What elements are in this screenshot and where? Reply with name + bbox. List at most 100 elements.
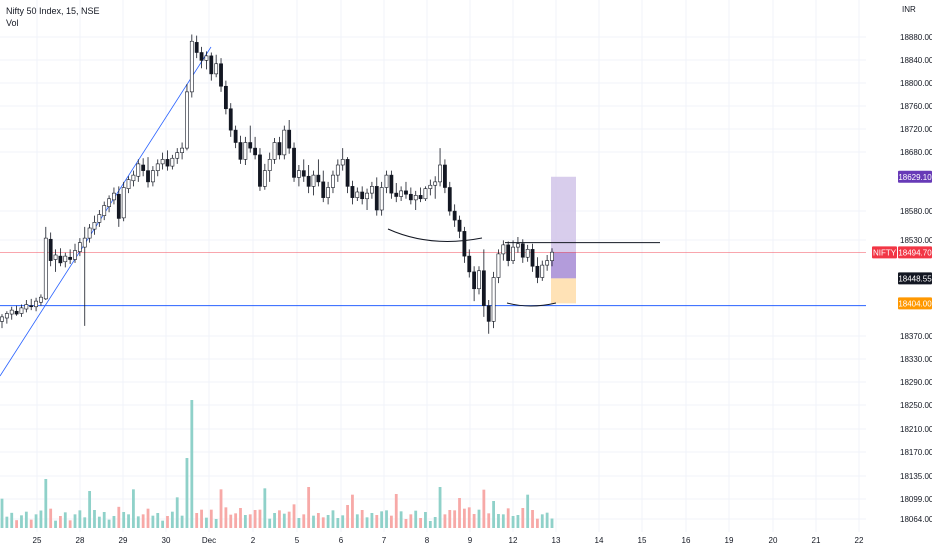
candle-body [228,108,233,131]
candle-body [204,55,209,61]
candle-body [87,227,92,239]
candle-body [545,260,550,266]
candle-body [175,152,180,159]
candle [58,248,63,267]
candle [350,180,355,205]
price-tick-label: 18800.00 [900,79,932,88]
candle-body [520,243,525,258]
price-label-cursor: 18448.55 [898,272,932,285]
candle [477,266,481,295]
candle [452,204,457,227]
volume-bar [146,508,150,528]
candle-body [253,147,257,156]
candle-body [525,249,530,258]
time-tick-label: 19 [725,536,734,545]
candle-body [292,147,296,178]
volume-bar [550,518,554,528]
candle [92,215,97,235]
volume-bar [175,497,179,528]
candle [331,170,335,194]
volume-bar [273,513,276,528]
price-tick-label: 18580.00 [900,207,932,216]
candle [443,159,447,194]
candle-body [282,129,287,156]
candles [0,34,554,334]
candle [360,186,365,205]
price-tick-label: 18330.00 [900,355,932,364]
candle-body [438,164,442,183]
candle [321,170,326,203]
horizontal-levels [0,242,866,307]
candle-body [150,170,155,183]
candle-body [408,193,413,201]
volume-bar [375,515,379,528]
candle-body [496,253,501,278]
time-tick-label: 29 [119,536,128,545]
candle [170,154,175,170]
candle-body [297,170,301,178]
time-axis: 25 28 29 30 Dec 2 5 6 7 8 9 12 13 14 15 16 19 20 21 22 [33,536,864,545]
candle-body [160,159,165,165]
candle [19,304,24,317]
volume-bar [414,510,418,528]
volume-bar [10,512,14,528]
candle [131,170,136,187]
volume-bar [20,515,23,528]
symbol-title[interactable]: Nifty 50 Index, 15, NSE [6,6,100,16]
volume-bar [170,511,174,528]
time-tick-label: 13 [552,536,561,545]
candle-body [404,190,408,195]
time-tick-label: Dec [202,536,216,545]
price-tick-label: 18064.00 [900,515,932,524]
volume-legend[interactable]: Vol [6,18,19,28]
grid [0,0,866,532]
candle [248,125,253,153]
candle [141,158,146,177]
candle-body [287,129,292,149]
volume-bar [433,517,437,528]
volume-bar [321,517,325,528]
volume-bar [151,515,155,528]
candle-body [389,174,394,194]
candle [374,177,379,216]
price-tick-label: 18370.00 [900,332,932,341]
candle [189,34,194,98]
volume-bar [409,514,413,528]
candle [345,157,350,194]
volume-bar [462,508,466,528]
volume-bar [424,512,427,528]
candle-body [413,195,418,201]
candle-body [146,170,150,183]
candle [535,257,540,284]
volume-bar [370,513,374,528]
time-tick-label: 6 [339,536,344,545]
chart-header: Nifty 50 Index, 15, NSE Vol [6,5,100,29]
candle [34,297,38,312]
candle-body [462,231,467,257]
candle-body [258,154,262,187]
candle [82,226,87,326]
volume-bar [39,510,43,528]
candle-body [77,242,82,252]
candle-body [360,191,365,200]
candle-body [345,159,350,187]
candle [136,159,141,182]
candle-body [321,181,326,198]
candle-body [121,187,126,219]
candle [199,46,204,69]
candle [116,186,121,227]
volume-bar [161,520,165,528]
candle-body [136,163,141,177]
candle-body [189,40,194,93]
candle-body [24,304,29,310]
volume-bar [443,514,447,528]
price-tick-label: 18530.00 [900,236,932,245]
candle [365,188,369,210]
candle-body [516,243,520,248]
candle [155,159,160,177]
price-label-target: 18629.10 [898,170,932,183]
volume-bar [141,514,145,528]
volume-bar [521,508,525,528]
